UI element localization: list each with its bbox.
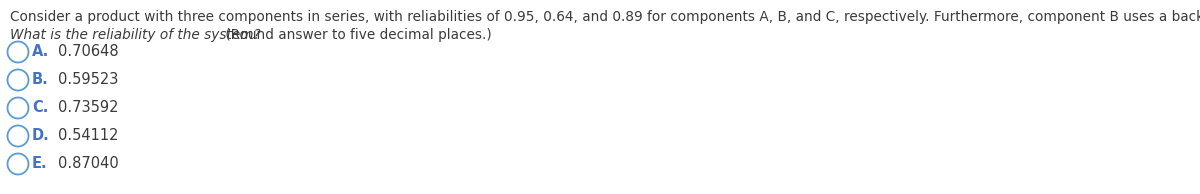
Text: 0.87040: 0.87040 bbox=[58, 157, 119, 171]
Text: (Round answer to five decimal places.): (Round answer to five decimal places.) bbox=[221, 28, 492, 42]
Text: Consider a product with three components in series, with reliabilities of 0.95, : Consider a product with three components… bbox=[10, 10, 1200, 24]
Text: 0.59523: 0.59523 bbox=[58, 73, 119, 87]
Text: 0.73592: 0.73592 bbox=[58, 100, 119, 115]
Text: 0.70648: 0.70648 bbox=[58, 44, 119, 60]
Text: What is the reliability of the system?: What is the reliability of the system? bbox=[10, 28, 260, 42]
Text: D.: D. bbox=[32, 128, 49, 144]
Text: B.: B. bbox=[32, 73, 49, 87]
Text: E.: E. bbox=[32, 157, 48, 171]
Text: A.: A. bbox=[32, 44, 49, 60]
Text: C.: C. bbox=[32, 100, 48, 115]
Text: 0.54112: 0.54112 bbox=[58, 128, 119, 144]
